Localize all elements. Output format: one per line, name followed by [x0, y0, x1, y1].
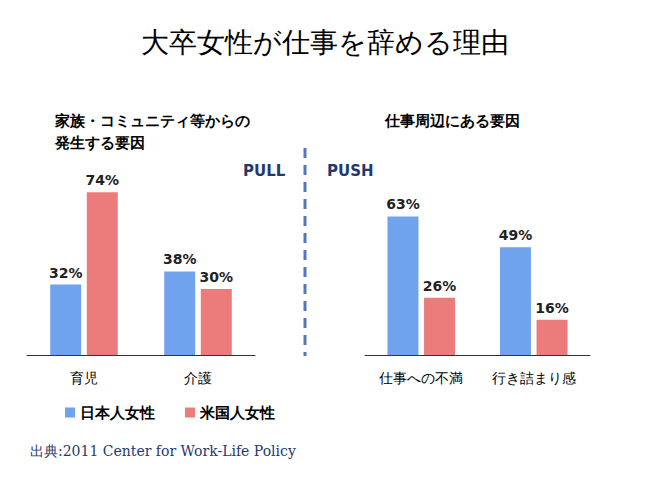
svg-text:発生する要因: 発生する要因 [54, 134, 145, 152]
svg-text:26%: 26% [423, 278, 457, 294]
svg-text:仕事への不満: 仕事への不満 [378, 370, 463, 386]
svg-text:大卒女性が仕事を辞める理由: 大卒女性が仕事を辞める理由 [141, 26, 509, 59]
svg-text:行き詰まり感: 行き詰まり感 [492, 370, 576, 386]
svg-text:出典:2011 Center for Work-Life P: 出典:2011 Center for Work-Life Policy [30, 443, 296, 459]
svg-text:米国人女性: 米国人女性 [199, 404, 275, 422]
svg-text:PULL: PULL [243, 162, 286, 180]
svg-text:63%: 63% [386, 196, 420, 212]
svg-text:38%: 38% [163, 251, 197, 267]
svg-text:日本人女性: 日本人女性 [80, 404, 155, 422]
svg-text:PUSH: PUSH [327, 162, 374, 180]
svg-text:49%: 49% [499, 227, 533, 243]
svg-text:30%: 30% [200, 269, 234, 285]
svg-text:32%: 32% [49, 265, 83, 281]
svg-text:74%: 74% [86, 172, 120, 188]
svg-text:仕事周辺にある要因: 仕事周辺にある要因 [384, 112, 520, 130]
svg-text:16%: 16% [535, 300, 569, 316]
svg-text:介護: 介護 [184, 370, 212, 386]
svg-text:家族・コミュニティ等からの: 家族・コミュニティ等からの [54, 112, 250, 130]
svg-text:育児: 育児 [70, 370, 98, 386]
